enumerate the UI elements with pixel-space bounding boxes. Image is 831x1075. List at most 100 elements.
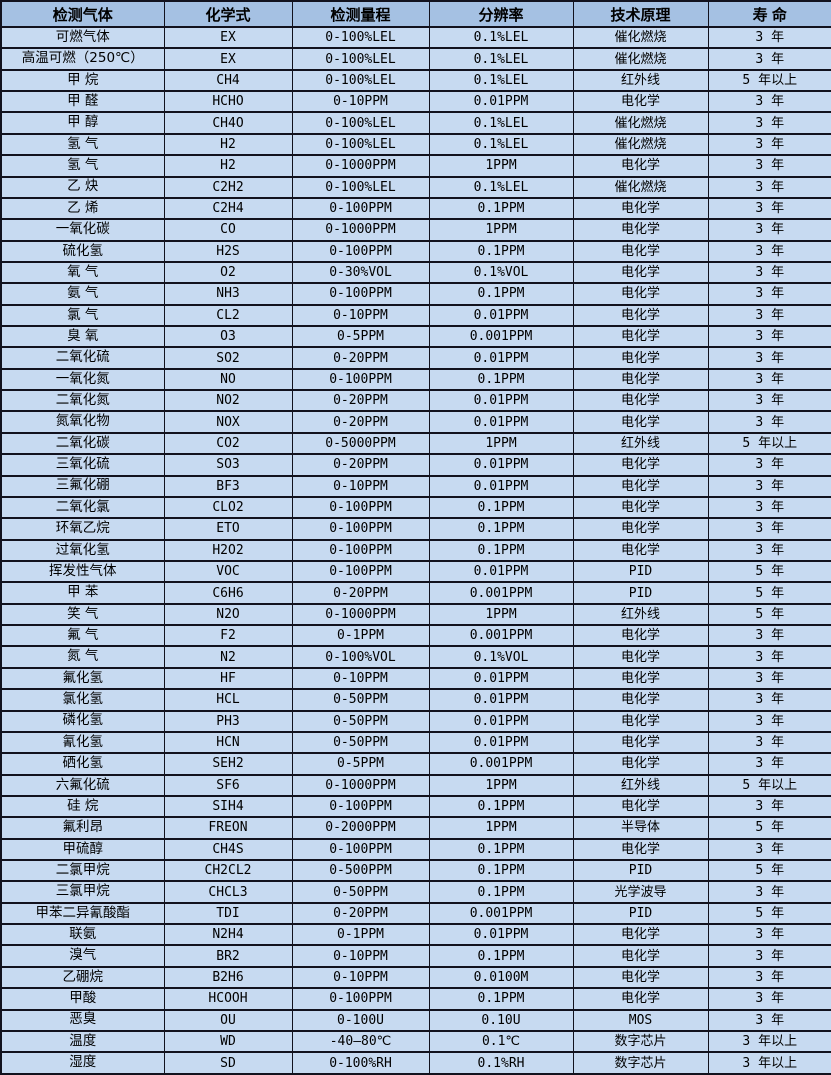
cell-gas: 挥发性气体: [0, 559, 165, 584]
cell-range: 0-50PPM: [291, 709, 430, 733]
cell-range: 0-100PPM: [291, 367, 430, 392]
cell-resolution: 0.01PPM: [428, 709, 574, 733]
table-row: 三氯甲烷 CHCL3 0-50PPM 0.1PPM 光学波导 3 年: [0, 880, 831, 904]
cell-formula: HCN: [163, 730, 293, 755]
cell-resolution: 1PPM: [428, 816, 574, 840]
cell-lifespan: 3 年: [707, 367, 831, 392]
cell-lifespan: 3 年: [707, 260, 831, 285]
cell-lifespan: 3 年: [707, 1008, 831, 1032]
cell-lifespan: 3 年: [707, 624, 831, 648]
cell-resolution: 0.01PPM: [428, 303, 574, 328]
column-header-formula: 化学式: [163, 0, 293, 28]
cell-principle: PID: [572, 901, 709, 926]
cell-range: 0-20PPM: [291, 581, 430, 605]
cell-principle: 电化学: [572, 794, 709, 819]
cell-resolution: 1PPM: [428, 431, 574, 456]
cell-resolution: 0.1%LEL: [428, 132, 574, 157]
cell-range: 0-10PPM: [291, 965, 430, 990]
cell-range: -40—80℃: [291, 1029, 430, 1054]
table-row: 二氧化硫 SO2 0-20PPM 0.01PPM 电化学 3 年: [0, 346, 831, 370]
cell-gas: 氯 气: [0, 303, 165, 328]
cell-range: 0-100PPM: [291, 987, 430, 1011]
cell-formula: C2H4: [163, 196, 293, 221]
cell-lifespan: 5 年: [707, 858, 831, 883]
cell-gas: 甲 醇: [0, 111, 165, 135]
cell-range: 0-1PPM: [291, 624, 430, 648]
cell-gas: 甲 苯: [0, 581, 165, 605]
cell-lifespan: 3 年: [707, 90, 831, 114]
cell-principle: 半导体: [572, 816, 709, 840]
cell-resolution: 0.1%LEL: [428, 25, 574, 50]
cell-resolution: 0.1PPM: [428, 538, 574, 563]
cell-resolution: 1PPM: [428, 218, 574, 242]
cell-gas: 二氧化碳: [0, 431, 165, 456]
cell-formula: FREON: [163, 816, 293, 840]
cell-gas: 一氧化氮: [0, 367, 165, 392]
cell-resolution: 0.1%VOL: [428, 645, 574, 669]
cell-formula: HCOOH: [163, 987, 293, 1011]
cell-lifespan: 3 年: [707, 389, 831, 413]
cell-gas: 二氯甲烷: [0, 858, 165, 883]
cell-range: 0-10PPM: [291, 474, 430, 498]
cell-formula: O2: [163, 260, 293, 285]
cell-gas: 氟利昂: [0, 816, 165, 840]
cell-principle: 光学波导: [572, 880, 709, 904]
table-row: 甲 醇 CH4O 0-100%LEL 0.1%LEL 催化燃烧 3 年: [0, 111, 831, 135]
cell-lifespan: 3 年: [707, 474, 831, 498]
cell-principle: 红外线: [572, 68, 709, 93]
table-row: 环氧乙烷 ETO 0-100PPM 0.1PPM 电化学 3 年: [0, 517, 831, 541]
cell-formula: F2: [163, 624, 293, 648]
cell-formula: H2: [163, 132, 293, 157]
cell-range: 0-100PPM: [291, 196, 430, 221]
cell-principle: 电化学: [572, 346, 709, 370]
cell-gas: 三氟化硼: [0, 474, 165, 498]
cell-resolution: 0.1PPM: [428, 517, 574, 541]
cell-formula: EX: [163, 25, 293, 50]
cell-gas: 甲 醛: [0, 90, 165, 114]
cell-formula: SO2: [163, 346, 293, 370]
cell-lifespan: 5 年以上: [707, 431, 831, 456]
cell-principle: MOS: [572, 1008, 709, 1032]
cell-lifespan: 3 年: [707, 239, 831, 263]
cell-principle: 电化学: [572, 154, 709, 178]
cell-lifespan: 3 年: [707, 47, 831, 71]
cell-lifespan: 3 年: [707, 154, 831, 178]
table-row: 磷化氢 PH3 0-50PPM 0.01PPM 电化学 3 年: [0, 709, 831, 733]
cell-principle: 催化燃烧: [572, 111, 709, 135]
cell-principle: 电化学: [572, 624, 709, 648]
cell-range: 0-30%VOL: [291, 260, 430, 285]
cell-gas: 氨 气: [0, 282, 165, 306]
cell-range: 0-100%VOL: [291, 645, 430, 669]
cell-lifespan: 3 年: [707, 965, 831, 990]
cell-lifespan: 3 年: [707, 410, 831, 434]
table-row: 二氧化碳 CO2 0-5000PPM 1PPM 红外线 5 年以上: [0, 431, 831, 456]
cell-principle: 电化学: [572, 666, 709, 691]
cell-principle: 电化学: [572, 410, 709, 434]
cell-range: 0-100%LEL: [291, 25, 430, 50]
cell-resolution: 0.001PPM: [428, 624, 574, 648]
table-row: 三氟化硼 BF3 0-10PPM 0.01PPM 电化学 3 年: [0, 474, 831, 498]
cell-gas: 氢 气: [0, 132, 165, 157]
table-row: 甲酸 HCOOH 0-100PPM 0.1PPM 电化学 3 年: [0, 987, 831, 1011]
cell-gas: 溴气: [0, 944, 165, 968]
cell-resolution: 0.01PPM: [428, 666, 574, 691]
column-header-gas: 检测气体: [0, 0, 165, 28]
cell-lifespan: 3 年: [707, 752, 831, 776]
cell-gas: 过氧化氢: [0, 538, 165, 563]
cell-principle: 电化学: [572, 474, 709, 498]
cell-lifespan: 3 年: [707, 944, 831, 968]
cell-principle: 电化学: [572, 239, 709, 263]
table-row: 硫化氢 H2S 0-100PPM 0.1PPM 电化学 3 年: [0, 239, 831, 263]
cell-range: 0-20PPM: [291, 453, 430, 477]
cell-range: 0-10PPM: [291, 90, 430, 114]
cell-gas: 氢 气: [0, 154, 165, 178]
cell-formula: HCL: [163, 688, 293, 712]
cell-formula: HCHO: [163, 90, 293, 114]
cell-lifespan: 3 年: [707, 538, 831, 563]
cell-lifespan: 3 年: [707, 923, 831, 947]
table-header: 检测气体 化学式 检测量程 分辨率 技术原理 寿 命: [0, 0, 831, 28]
cell-principle: 红外线: [572, 431, 709, 456]
cell-resolution: 0.01PPM: [428, 688, 574, 712]
cell-resolution: 0.0100M: [428, 965, 574, 990]
table-row: 过氧化氢 H2O2 0-100PPM 0.1PPM 电化学 3 年: [0, 538, 831, 563]
